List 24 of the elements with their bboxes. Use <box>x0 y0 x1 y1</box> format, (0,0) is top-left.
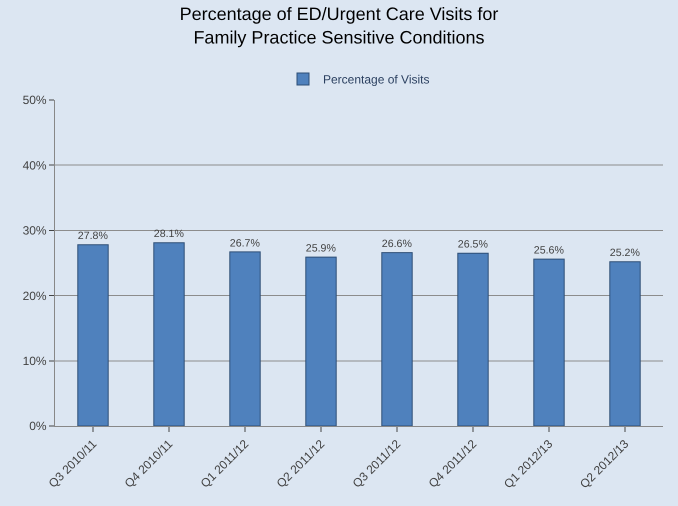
data-label: 25.2% <box>610 247 640 260</box>
bar <box>229 251 261 426</box>
chart-title: Percentage of ED/Urgent Care Visits for Family Practice Sensitive Conditions <box>180 4 498 48</box>
bar <box>533 258 565 426</box>
bar <box>381 252 413 426</box>
y-tick-label: 50% <box>22 93 47 108</box>
data-label: 26.6% <box>382 238 412 250</box>
bar <box>153 242 185 426</box>
bar <box>305 256 337 426</box>
data-label: 26.7% <box>230 237 260 250</box>
bar <box>609 261 641 426</box>
data-label: 27.8% <box>78 230 108 242</box>
data-label: 28.1% <box>154 228 184 240</box>
data-label: 25.6% <box>534 244 564 256</box>
data-label: 26.5% <box>458 238 488 251</box>
data-label: 25.9% <box>306 242 336 254</box>
y-tick-label: 30% <box>22 224 47 238</box>
y-tick-label: 10% <box>22 354 47 368</box>
y-tick-label: 40% <box>22 158 47 172</box>
bar <box>457 252 489 426</box>
y-tick-label: 20% <box>22 288 47 303</box>
y-tick-label: 0% <box>29 419 47 434</box>
bar <box>77 244 109 426</box>
legend-label: Percentage of Visits <box>323 72 430 87</box>
